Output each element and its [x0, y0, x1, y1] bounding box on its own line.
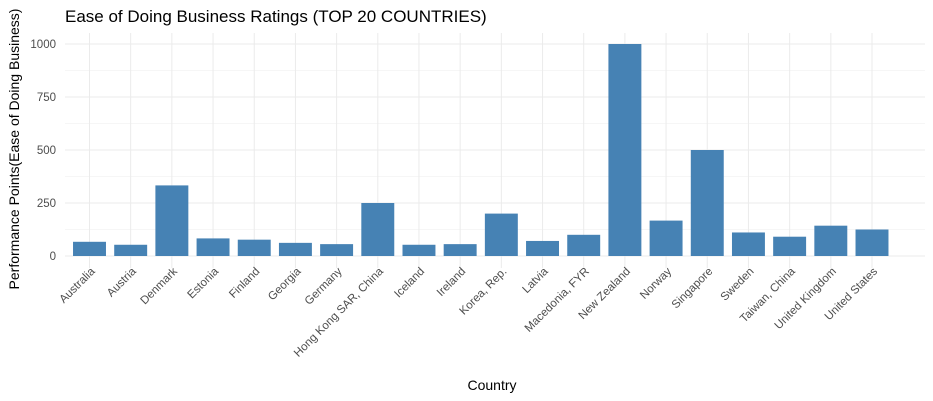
- bar: [567, 234, 601, 256]
- x-tick-label: Norway: [638, 265, 674, 301]
- x-tick-label: Iceland: [392, 266, 427, 301]
- x-tick-label: Ireland: [435, 266, 468, 299]
- bars: [73, 44, 889, 256]
- bar: [649, 220, 683, 256]
- y-tick-label: 1000: [30, 39, 56, 51]
- x-axis-tick-labels: Australia Austria Denmark Estonia Finland Geo…: [57, 265, 880, 359]
- bar: [855, 229, 889, 256]
- x-tick-label: Finland: [227, 266, 262, 301]
- chart-title: Ease of Doing Business Ratings (TOP 20 C…: [65, 7, 487, 26]
- x-axis-title: Country: [467, 377, 516, 393]
- bar: [484, 213, 518, 256]
- bar: [814, 225, 848, 256]
- x-tick-label: Estonia: [186, 265, 222, 301]
- bar: [773, 236, 807, 256]
- y-tick-label: 500: [37, 145, 56, 157]
- y-tick-label: 250: [37, 198, 56, 210]
- bar: [278, 242, 312, 256]
- x-tick-label: Georgia: [266, 265, 304, 303]
- bar: [690, 150, 724, 256]
- bar: [526, 240, 559, 256]
- x-tick-label: Latvia: [520, 265, 551, 296]
- x-tick-label: Denmark: [139, 265, 181, 307]
- bar: [402, 244, 436, 256]
- y-axis-tick-labels: 0 250 500 750 1000: [30, 39, 56, 263]
- bar: [196, 238, 230, 256]
- y-tick-label: 750: [37, 92, 56, 104]
- bar: [114, 244, 148, 256]
- bar: [237, 239, 271, 256]
- bar: [361, 203, 395, 256]
- y-axis-title: Performance Points(Ease of Doing Busines…: [6, 9, 22, 290]
- bar: [320, 244, 354, 256]
- x-tick-label: Germany: [303, 265, 345, 307]
- x-tick-label: Singapore: [670, 266, 716, 312]
- x-tick-label: Austria: [105, 265, 139, 299]
- bar: [443, 244, 477, 256]
- bar: [73, 241, 106, 256]
- x-tick-label: Australia: [57, 265, 98, 306]
- bar: [608, 44, 642, 256]
- y-tick-label: 0: [50, 251, 56, 263]
- bar: [155, 185, 189, 256]
- bar: [731, 232, 765, 256]
- x-tick-label: Sweden: [719, 266, 757, 304]
